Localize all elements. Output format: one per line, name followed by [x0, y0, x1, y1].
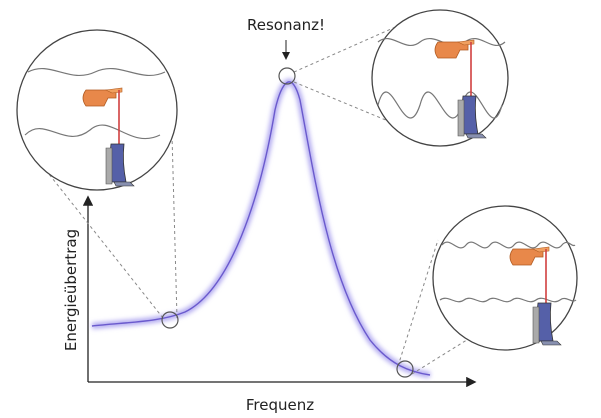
marker-peak: [278, 67, 296, 85]
marker-high: [396, 360, 414, 378]
x-axis-label: Frequenz: [246, 396, 314, 414]
peak-label: Resonanz!: [247, 16, 325, 34]
marker-low: [161, 311, 179, 329]
zoom-high: [432, 205, 578, 351]
connectors: [21, 24, 471, 375]
zoom-low: [16, 29, 178, 191]
zoom-peak: [371, 9, 509, 147]
y-axis-label: Energieübertrag: [62, 229, 80, 351]
